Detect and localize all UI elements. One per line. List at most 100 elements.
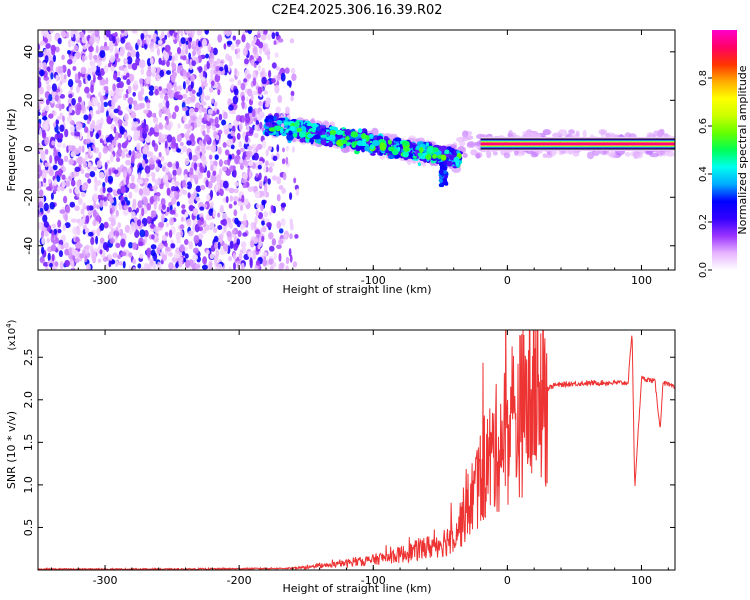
noise-blob (60, 244, 65, 250)
noise-blob (49, 155, 53, 164)
halo-blob (572, 149, 580, 157)
noise-blob (84, 55, 88, 61)
noise-blob (187, 192, 191, 199)
noise-blob (184, 259, 190, 269)
noise-blob (104, 161, 108, 170)
noise-blob (254, 190, 261, 199)
noise-blob (151, 112, 156, 118)
noise-blob (179, 141, 184, 147)
noise-blob (117, 254, 121, 260)
noise-blob (118, 81, 124, 89)
noise-blob (108, 168, 112, 176)
noise-blob (179, 244, 185, 252)
noise-blob (67, 50, 71, 55)
noise-blob (77, 96, 82, 103)
noise-blob (294, 234, 299, 239)
noise-blob (117, 91, 122, 97)
noise-blob (71, 260, 75, 269)
noise-blob (295, 188, 300, 196)
noise-blob (153, 226, 160, 233)
noise-blob (91, 251, 97, 260)
noise-blob (93, 74, 96, 84)
noise-blob (189, 58, 193, 68)
y-tick-label: -40 (22, 237, 35, 255)
band-blob (286, 134, 294, 141)
noise-blob (151, 175, 156, 183)
noise-blob (68, 247, 73, 254)
noise-blob (39, 69, 45, 77)
noise-blob (50, 244, 57, 252)
noise-blob (94, 166, 98, 171)
noise-blob (160, 60, 166, 66)
noise-blob (116, 148, 123, 157)
noise-blob (112, 189, 117, 195)
noise-blob (168, 262, 174, 270)
noise-blob (259, 180, 263, 187)
noise-blob (257, 86, 262, 95)
noise-blob (238, 140, 242, 148)
noise-blob (48, 113, 54, 119)
noise-blob (171, 62, 177, 71)
noise-blob (74, 249, 79, 258)
noise-blob (208, 208, 214, 216)
noise-blob (214, 241, 218, 250)
halo-blob (462, 130, 469, 138)
noise-blob (276, 74, 282, 81)
noise-blob (123, 196, 128, 202)
noise-blob (124, 140, 129, 146)
noise-blob (95, 45, 99, 54)
noise-blob (161, 88, 168, 95)
halo-blob (465, 135, 474, 141)
noise-blob (93, 146, 97, 153)
noise-blob (158, 221, 165, 228)
noise-blob (74, 186, 80, 195)
noise-blob (265, 149, 269, 157)
noise-blob (258, 47, 263, 55)
band-peak (402, 151, 409, 158)
y-tick-label: 2.5 (22, 348, 35, 366)
noise-blob (218, 113, 223, 121)
noise-blob (253, 63, 257, 68)
band-blob (273, 116, 277, 122)
noise-blob (271, 238, 277, 246)
noise-blob (38, 80, 42, 89)
noise-blob (175, 262, 179, 269)
noise-blob (127, 97, 134, 105)
noise-blob (200, 154, 207, 162)
noise-blob (239, 204, 244, 211)
noise-blob (180, 216, 184, 223)
noise-blob (235, 52, 241, 60)
noise-blob (221, 212, 228, 221)
noise-blob (127, 134, 131, 141)
noise-blob (126, 72, 130, 78)
noise-blob (228, 203, 233, 209)
noise-blob (278, 253, 282, 262)
noise-blob (130, 111, 137, 119)
noise-blob (113, 72, 118, 81)
noise-blob (204, 134, 211, 142)
noise-blob (273, 252, 277, 260)
noise-blob (165, 246, 171, 252)
noise-blob (237, 79, 242, 86)
noise-blob (54, 133, 59, 140)
noise-blob (41, 230, 44, 238)
noise-blob (96, 214, 101, 222)
noise-blob (114, 53, 119, 59)
noise-blob (114, 260, 119, 268)
noise-blob (212, 209, 217, 218)
noise-blob (41, 171, 47, 180)
noise-blob (289, 233, 293, 240)
noise-blob (276, 194, 281, 202)
noise-blob (160, 155, 165, 162)
noise-blob (257, 244, 261, 250)
noise-blob (201, 76, 206, 82)
noise-blob (189, 125, 193, 131)
noise-blob (176, 30, 181, 35)
noise-blob (169, 205, 173, 211)
noise-blob (74, 73, 79, 81)
noise-blob (177, 123, 181, 129)
noise-blob (254, 229, 261, 235)
noise-blob (166, 134, 173, 143)
noise-blob (206, 127, 210, 134)
